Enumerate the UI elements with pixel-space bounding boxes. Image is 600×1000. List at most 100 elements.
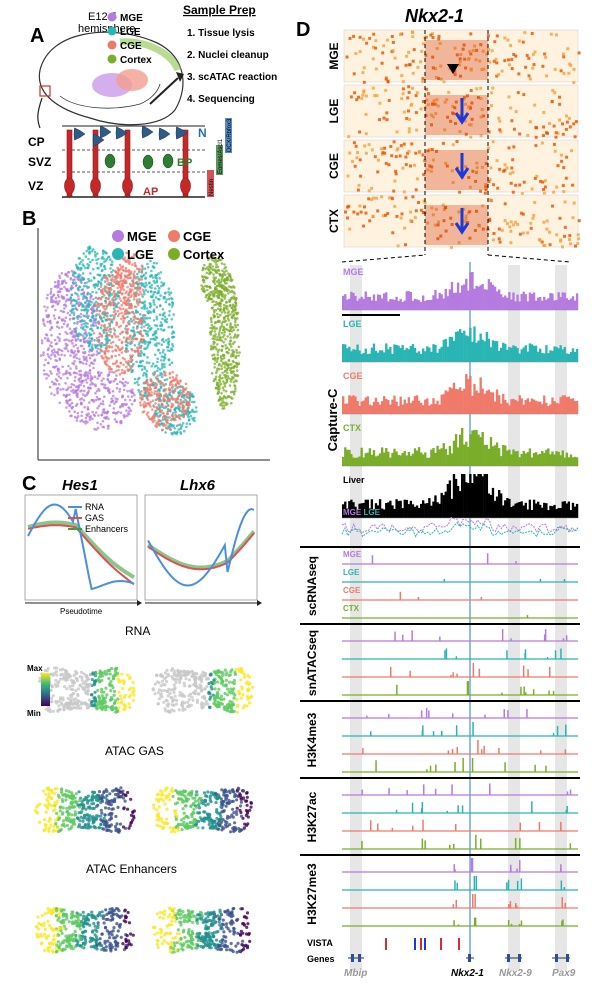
track-group-label: scRNAseq [305, 556, 319, 616]
capture-c-tracks: MGE LGE CGE CTX Liver [342, 267, 579, 519]
feature-umap [34, 906, 135, 954]
prep-step: 2. Nuclei cleanup [187, 50, 269, 61]
legend-label: CGE [183, 229, 212, 244]
track-snatacseq-0 [342, 629, 578, 642]
gene-models [348, 954, 570, 962]
gene-pax9: Pax9 [552, 968, 576, 979]
hemisphere-illustration [37, 31, 184, 129]
legend-label: RNA [85, 502, 104, 512]
sc-track-label: CGE [343, 586, 361, 595]
region-dot [107, 40, 117, 50]
track-h3k27ac-2 [342, 819, 578, 832]
feature-umap [33, 786, 136, 834]
track-scrnaseq-2: CGE [342, 586, 578, 601]
trend-plot-lhx6 [144, 494, 258, 601]
gene-nkx2-9: Nkx2-9 [499, 968, 532, 979]
track-h3k4me3-3 [342, 758, 578, 773]
region-label: Cortex [120, 55, 152, 66]
track-snatacseq-3 [342, 681, 578, 696]
track-scrnaseq-0: MGE [342, 550, 578, 565]
gene-title: Nkx2-1 [405, 6, 464, 26]
legend-dot [168, 248, 180, 260]
neuron [99, 125, 112, 139]
umap-legend: MGE CGE LGE Cortex [112, 229, 225, 262]
prep-step: 1. Tissue lysis [187, 28, 255, 39]
feature-umaps [33, 666, 255, 954]
sample-prep-title: Sample Prep [183, 3, 256, 17]
legend-dot [112, 248, 124, 260]
panel-b-letter: B [22, 208, 36, 230]
track-h3k27ac-3 [342, 835, 578, 850]
region-dot [107, 12, 117, 22]
track-h3k27ac-1 [342, 801, 578, 814]
sc-track-label: MGE [343, 550, 362, 559]
hic-maps: MGE LGE CGE CTX [327, 29, 581, 249]
track-snatacseq-1 [342, 648, 578, 660]
neuron-label: N [198, 126, 207, 140]
color-scale [41, 673, 50, 706]
prep-step: 3. scATAC reaction [187, 72, 277, 83]
sc-track-label: LGE [343, 568, 360, 577]
trend-plot-hes1 [24, 494, 138, 601]
cluster-mge [39, 269, 137, 431]
umap-clusters [39, 245, 241, 436]
sc-track-label: CTX [343, 604, 360, 613]
track-h3k4me3-0 [342, 707, 578, 719]
pseudotime-label: Pseudotime [60, 607, 103, 616]
capture-track-ctx: CTX [342, 423, 579, 467]
hic-map-ctx: CTX [327, 194, 581, 249]
track-group-scrnaseq: scRNAseq MGE LGE CGE CTX [300, 546, 580, 619]
cluster-cortex [200, 255, 241, 410]
tissue-label: hemisphere [78, 23, 135, 35]
gene-hes1: Hes1 [62, 477, 98, 494]
region-label: CGE [120, 41, 142, 52]
layer-cp: CP [28, 135, 45, 149]
legend-label: Enhancers [85, 524, 129, 534]
marker-bar-nestin [207, 170, 214, 197]
hic-row-label: CGE [327, 153, 341, 179]
panel-b: B MGE CGE LGE Cortex [22, 208, 270, 461]
vista-element [420, 938, 422, 950]
marker-dcx: DCX/Rbfox3 [227, 118, 233, 152]
marker-nestin: Nestin [209, 179, 215, 196]
marker-bar-eomes [216, 145, 223, 175]
hic-map-cge: CGE [327, 139, 579, 195]
track-scrnaseq-3: CTX [342, 604, 578, 619]
arrow-marker [454, 153, 470, 180]
panel-d-letter: D [296, 19, 310, 41]
arrow-marker [454, 98, 470, 125]
mge-lge-ratio-track: MGE/LGE [341, 508, 579, 538]
track-group-h3k27ac: H3K27ac [300, 777, 580, 850]
capture-track-label: CTX [343, 423, 361, 433]
neuron [158, 127, 171, 141]
capture-track-liver: Liver [342, 474, 579, 519]
triangle-marker [447, 64, 459, 74]
marker-bar-dcx [225, 118, 232, 153]
capture-track-cge: CGE [342, 371, 579, 415]
capture-track-label: LGE [343, 319, 362, 329]
track-group-label: H3K4me3 [305, 712, 319, 767]
capture-track-mge: MGE [342, 267, 579, 311]
region-label: MGE [120, 13, 143, 24]
arrow-marker [454, 208, 470, 235]
prep-step: 4. Sequencing [187, 94, 255, 105]
vista-element [440, 938, 442, 950]
bp-label: BP [177, 157, 192, 169]
ratio-label: MGE/LGE [343, 508, 381, 517]
ap-label: AP [143, 186, 158, 198]
legend-label: Cortex [183, 247, 225, 262]
hic-row-label: LGE [327, 99, 341, 124]
legend-label: LGE [127, 247, 154, 262]
track-scrnaseq-1: LGE [342, 568, 578, 583]
capture-track-label: CGE [343, 371, 363, 381]
region-legend: MGE LGE CGE Cortex [107, 12, 152, 66]
vista-enhancers [385, 938, 460, 950]
feature-umap [38, 666, 136, 714]
track-group-label: H3K27me3 [305, 863, 319, 925]
region-label: LGE [120, 27, 141, 38]
track-group-snatacseq: snATACseq [300, 623, 580, 696]
cluster-cge [94, 251, 191, 432]
